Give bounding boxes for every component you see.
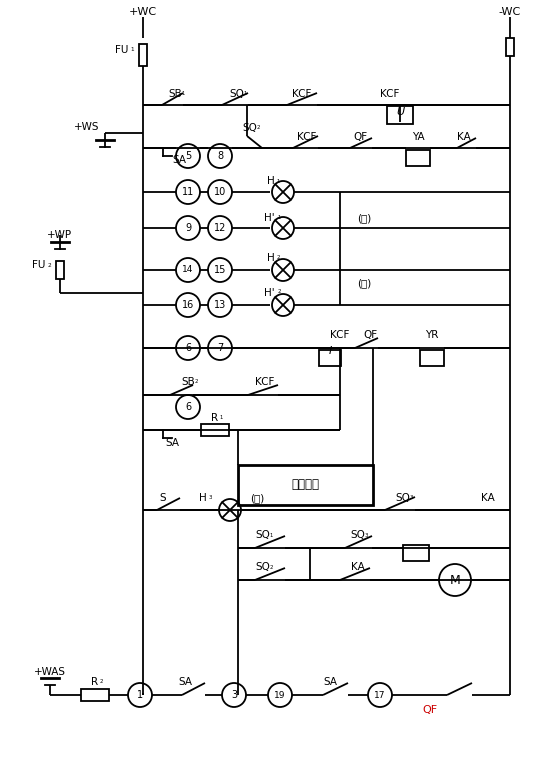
Text: R: R xyxy=(212,413,219,423)
Bar xyxy=(387,106,413,124)
Text: 8: 8 xyxy=(217,151,223,161)
Text: FU: FU xyxy=(115,45,128,55)
Text: YA: YA xyxy=(412,132,424,142)
Text: KCF: KCF xyxy=(298,132,317,142)
Text: SQ: SQ xyxy=(255,562,270,572)
Bar xyxy=(56,261,64,279)
Text: 15: 15 xyxy=(214,265,226,275)
Text: $_2$: $_2$ xyxy=(256,124,261,133)
Text: $_1$: $_1$ xyxy=(130,45,135,55)
Text: $_3$: $_3$ xyxy=(364,531,369,539)
Text: SA: SA xyxy=(172,155,186,165)
Text: 17: 17 xyxy=(374,690,386,700)
Text: KCF: KCF xyxy=(380,89,400,99)
Text: $_1$: $_1$ xyxy=(219,413,224,422)
Text: $_3$: $_3$ xyxy=(208,494,213,502)
Text: 6: 6 xyxy=(185,343,191,353)
Text: KA: KA xyxy=(457,132,471,142)
Text: SA: SA xyxy=(165,438,179,448)
Bar xyxy=(139,44,147,66)
Text: $_1$: $_1$ xyxy=(243,90,248,98)
Text: KCF: KCF xyxy=(255,377,275,387)
Text: -WC: -WC xyxy=(499,7,521,17)
Text: SQ: SQ xyxy=(255,530,270,540)
Text: H: H xyxy=(199,493,207,503)
Text: (红): (红) xyxy=(357,278,371,288)
Text: 12: 12 xyxy=(214,223,226,233)
Bar xyxy=(406,150,430,166)
Text: $_2$: $_2$ xyxy=(47,260,53,270)
Text: 9: 9 xyxy=(185,223,191,233)
Text: 1: 1 xyxy=(137,690,143,700)
Text: 16: 16 xyxy=(182,300,194,310)
Text: H: H xyxy=(267,253,275,263)
Text: 14: 14 xyxy=(182,266,194,274)
Text: H: H xyxy=(267,176,275,186)
Bar xyxy=(201,424,229,436)
Text: $_1$: $_1$ xyxy=(269,531,274,539)
Text: $_2$: $_2$ xyxy=(99,677,104,687)
Text: $_1$: $_1$ xyxy=(181,90,186,98)
Bar xyxy=(506,38,514,56)
Bar xyxy=(81,689,109,701)
Text: QF: QF xyxy=(353,132,367,142)
Text: H': H' xyxy=(264,288,275,298)
Text: R: R xyxy=(91,677,98,687)
Text: 3: 3 xyxy=(231,690,237,700)
Text: U: U xyxy=(396,107,404,117)
Text: SQ: SQ xyxy=(351,530,365,540)
Text: 11: 11 xyxy=(182,187,194,197)
Text: $_3$: $_3$ xyxy=(409,494,414,502)
Text: QF: QF xyxy=(363,330,377,340)
Text: $_1$: $_1$ xyxy=(276,177,281,186)
Bar xyxy=(403,545,429,561)
Text: SQ: SQ xyxy=(395,493,410,503)
Text: $_2$: $_2$ xyxy=(276,253,281,263)
Text: 7: 7 xyxy=(217,343,223,353)
Text: $_2$: $_2$ xyxy=(277,287,282,296)
Text: 5: 5 xyxy=(185,151,191,161)
Text: KA: KA xyxy=(351,562,365,572)
Bar xyxy=(319,350,341,366)
Text: (黄): (黄) xyxy=(250,493,264,503)
Text: SA: SA xyxy=(323,677,337,687)
Bar xyxy=(420,350,444,366)
Text: $_2$: $_2$ xyxy=(194,378,199,386)
Text: $_1$: $_1$ xyxy=(277,213,282,221)
Text: H': H' xyxy=(264,213,275,223)
Text: SQ: SQ xyxy=(242,123,258,133)
Text: +WAS: +WAS xyxy=(34,667,66,677)
Text: KCF: KCF xyxy=(292,89,312,99)
Text: KCF: KCF xyxy=(330,330,350,340)
Text: SB: SB xyxy=(168,89,182,99)
Text: +WS: +WS xyxy=(74,122,100,132)
Text: FU: FU xyxy=(32,260,45,270)
Text: 13: 13 xyxy=(214,300,226,310)
Text: S: S xyxy=(160,493,166,503)
Text: YR: YR xyxy=(426,330,439,340)
Text: 保护回路: 保护回路 xyxy=(292,478,319,492)
Text: 10: 10 xyxy=(214,187,226,197)
Text: (绿): (绿) xyxy=(357,213,371,223)
Text: M: M xyxy=(450,574,461,587)
Text: SA: SA xyxy=(178,677,192,687)
Bar xyxy=(238,465,373,505)
Text: +WP: +WP xyxy=(48,230,73,240)
Text: SB: SB xyxy=(181,377,195,387)
Text: QF: QF xyxy=(422,705,438,715)
Text: I: I xyxy=(328,346,331,356)
Text: +WC: +WC xyxy=(129,7,157,17)
Text: 19: 19 xyxy=(274,690,286,700)
Text: 6: 6 xyxy=(185,402,191,412)
Text: $_2$: $_2$ xyxy=(269,562,274,571)
Text: KA: KA xyxy=(481,493,495,503)
Text: SQ: SQ xyxy=(230,89,245,99)
